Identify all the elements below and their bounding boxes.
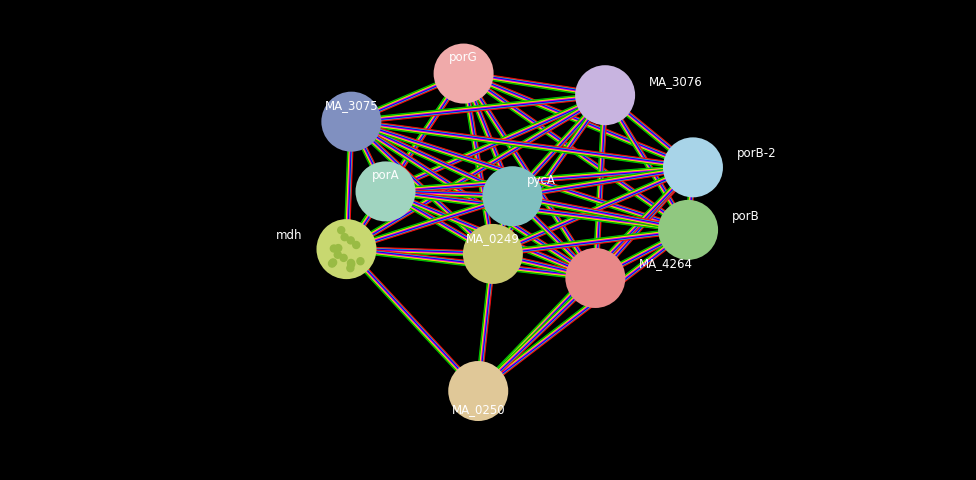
Text: porB-2: porB-2 — [737, 147, 777, 160]
Circle shape — [575, 66, 635, 126]
Circle shape — [330, 245, 338, 252]
Circle shape — [355, 162, 416, 222]
Text: MA_4264: MA_4264 — [639, 256, 693, 269]
Circle shape — [433, 45, 494, 104]
Text: porB: porB — [732, 209, 759, 223]
Circle shape — [347, 261, 354, 268]
Circle shape — [342, 234, 348, 241]
Circle shape — [346, 265, 354, 272]
Circle shape — [663, 138, 723, 198]
Circle shape — [565, 249, 626, 308]
Circle shape — [334, 252, 342, 259]
Circle shape — [658, 201, 718, 260]
Circle shape — [338, 227, 345, 234]
Circle shape — [321, 93, 382, 152]
Text: porA: porA — [372, 168, 399, 182]
Circle shape — [329, 261, 336, 267]
Text: porG: porG — [449, 51, 478, 64]
Text: MA_0250: MA_0250 — [452, 402, 505, 416]
Circle shape — [347, 238, 354, 244]
Circle shape — [463, 225, 523, 284]
Text: mdh: mdh — [276, 228, 303, 242]
Text: MA_3075: MA_3075 — [325, 99, 378, 112]
Circle shape — [330, 259, 337, 266]
Circle shape — [448, 361, 508, 421]
Circle shape — [357, 258, 364, 265]
Circle shape — [335, 245, 342, 252]
Text: MA_0249: MA_0249 — [466, 231, 520, 244]
Text: pycA: pycA — [527, 173, 556, 187]
Circle shape — [352, 242, 360, 249]
Circle shape — [316, 220, 377, 279]
Circle shape — [482, 167, 543, 227]
Text: MA_3076: MA_3076 — [649, 75, 703, 88]
Circle shape — [347, 260, 354, 267]
Circle shape — [340, 255, 347, 262]
